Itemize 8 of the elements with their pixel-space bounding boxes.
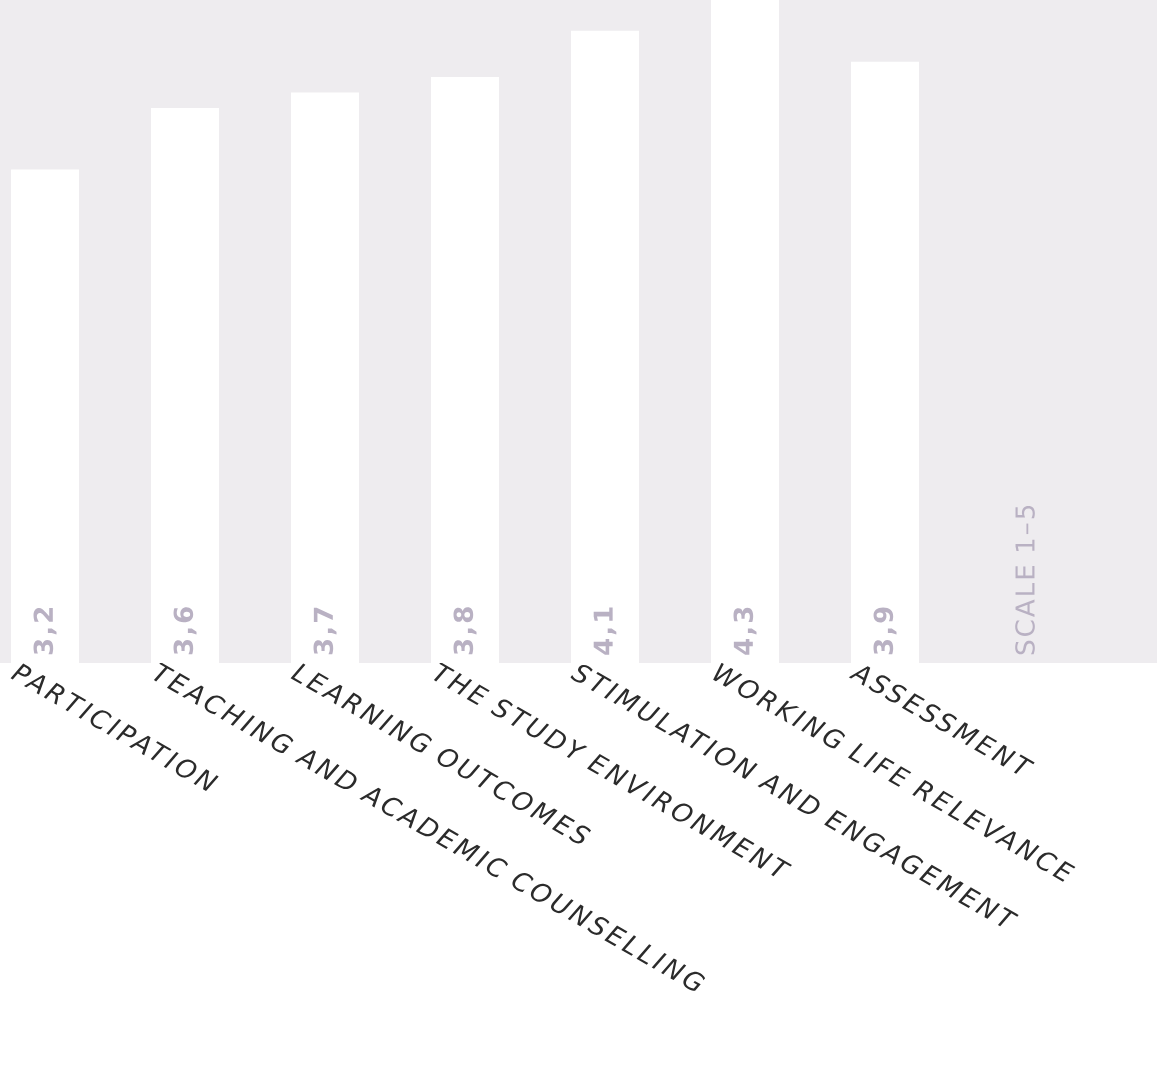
data-label: 3,9: [873, 607, 897, 655]
data-label: 3,7: [313, 607, 337, 655]
data-label: 3,6: [173, 607, 197, 655]
data-label: 4,3: [733, 607, 757, 655]
data-label: 3,8: [453, 607, 477, 655]
text: SCALE 1–5: [1015, 505, 1035, 655]
data-label: 4,1: [593, 607, 617, 655]
data-label: 3,2: [33, 607, 57, 655]
